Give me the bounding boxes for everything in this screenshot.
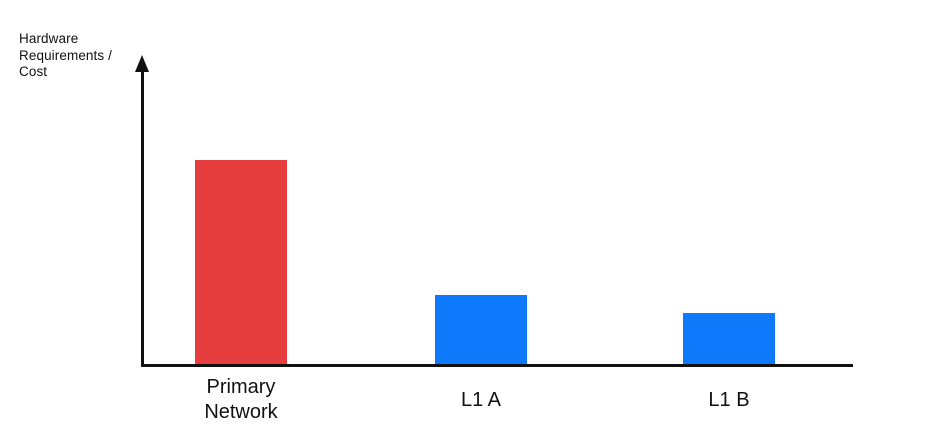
x-tick-label-l1-a: L1 A (460, 388, 502, 411)
y-axis-title: Hardware Requirements / Cost (19, 31, 112, 79)
y-axis-line (141, 68, 144, 365)
x-axis-line (141, 364, 853, 367)
bar-l1-a (435, 295, 527, 364)
y-axis-arrowhead-icon (135, 55, 149, 72)
x-tick-label-primary-network: Primary Network (204, 376, 278, 423)
bar-primary-network (195, 160, 287, 364)
bar-l1-b (683, 313, 775, 364)
x-tick-label-l1-b: L1 B (708, 388, 750, 411)
